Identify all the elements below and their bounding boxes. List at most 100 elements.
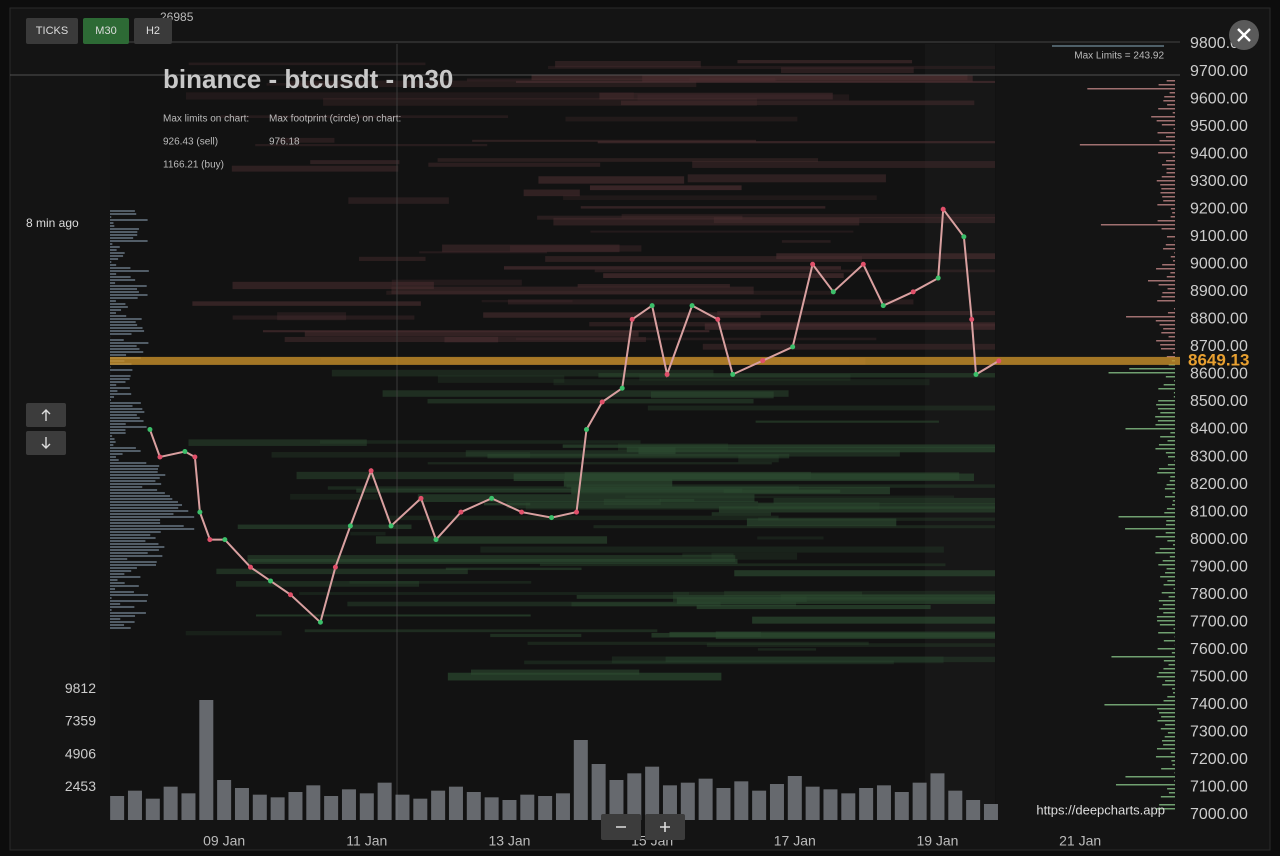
volume-profile bbox=[110, 288, 137, 290]
heatmap-band bbox=[358, 256, 426, 261]
order-book bbox=[1173, 392, 1175, 394]
heatmap-band bbox=[304, 331, 639, 337]
order-book bbox=[1161, 332, 1175, 334]
order-book bbox=[1174, 380, 1175, 382]
volume-bar bbox=[306, 785, 321, 820]
volume-profile bbox=[110, 540, 146, 542]
volume-profile bbox=[110, 246, 120, 248]
price-point bbox=[940, 206, 946, 212]
order-book bbox=[1165, 532, 1175, 534]
order-book bbox=[1157, 408, 1175, 410]
order-book bbox=[1158, 152, 1175, 154]
heatmap-band bbox=[781, 67, 914, 74]
order-book bbox=[1159, 608, 1175, 610]
order-book bbox=[1166, 356, 1175, 358]
volume-bar bbox=[413, 798, 428, 820]
volume-bar bbox=[110, 796, 125, 820]
heatmap-band bbox=[682, 553, 734, 557]
order-book bbox=[1100, 224, 1175, 226]
heatmap-band bbox=[310, 160, 400, 165]
volume-bar bbox=[520, 794, 535, 820]
x-tick-label: 09 Jan bbox=[203, 833, 245, 849]
ticks-button[interactable]: TICKS bbox=[26, 18, 78, 44]
volume-bar bbox=[805, 786, 820, 820]
heatmap-band bbox=[555, 60, 701, 68]
volume-profile bbox=[110, 351, 144, 353]
close-button[interactable] bbox=[1228, 19, 1260, 51]
y-tick-label: 8900.00 bbox=[1190, 283, 1248, 300]
price-point bbox=[207, 537, 213, 543]
y-tick-label: 8700.00 bbox=[1190, 338, 1248, 355]
heatmap-band bbox=[255, 143, 488, 147]
down-button[interactable] bbox=[26, 431, 66, 455]
volume-profile bbox=[110, 345, 137, 347]
order-book bbox=[1174, 252, 1175, 254]
heatmap-band bbox=[593, 525, 995, 529]
order-book bbox=[1172, 148, 1175, 150]
volume-bar bbox=[359, 793, 374, 820]
heatmap-band bbox=[611, 656, 944, 664]
volume-profile bbox=[110, 591, 134, 593]
volume-profile bbox=[110, 462, 147, 464]
zoom-in-button[interactable] bbox=[645, 814, 685, 840]
y-tick-label: 9100.00 bbox=[1190, 228, 1248, 245]
volume-profile bbox=[110, 477, 160, 479]
heatmap-band bbox=[247, 555, 736, 562]
y-tick-label: 7300.00 bbox=[1190, 724, 1248, 741]
heatmap-band bbox=[188, 439, 367, 446]
info-value: 1166.21 (buy) bbox=[163, 160, 224, 171]
up-button[interactable] bbox=[26, 403, 66, 427]
heatmap-band bbox=[375, 536, 608, 544]
volume-profile bbox=[110, 237, 134, 239]
order-book bbox=[1157, 204, 1175, 206]
heatmap-band bbox=[427, 398, 754, 404]
volume-bar bbox=[573, 740, 588, 820]
volume-profile bbox=[110, 429, 126, 431]
order-book bbox=[1126, 316, 1175, 318]
price-point bbox=[619, 385, 625, 391]
volume-bar bbox=[448, 786, 463, 820]
price-point bbox=[649, 303, 655, 309]
heatmap-band bbox=[757, 648, 817, 651]
volume-bar bbox=[894, 792, 909, 820]
volume-bar bbox=[876, 785, 891, 820]
h2-button[interactable]: H2 bbox=[134, 18, 172, 44]
order-book bbox=[1170, 476, 1175, 478]
heatmap-band bbox=[620, 100, 975, 106]
order-book bbox=[1167, 580, 1175, 582]
price-point bbox=[332, 564, 338, 570]
volume-profile bbox=[110, 267, 131, 269]
m30-button[interactable]: M30 bbox=[83, 18, 129, 44]
order-book bbox=[1170, 752, 1175, 754]
volume-profile bbox=[110, 612, 146, 614]
order-book bbox=[1158, 632, 1175, 634]
volume-bar bbox=[752, 790, 767, 820]
price-point bbox=[368, 468, 374, 474]
order-book bbox=[1159, 140, 1175, 142]
order-book bbox=[1158, 672, 1175, 674]
order-book bbox=[1161, 768, 1175, 770]
volume-bar bbox=[716, 788, 731, 820]
volume-profile bbox=[110, 465, 160, 467]
heatmap-band bbox=[299, 592, 690, 595]
order-book bbox=[1170, 272, 1175, 274]
volume-profile bbox=[110, 609, 112, 611]
order-book bbox=[1166, 80, 1175, 82]
order-book bbox=[1161, 592, 1175, 594]
volume-profile bbox=[110, 297, 138, 299]
order-book bbox=[1163, 248, 1175, 250]
info-value: 926.43 (sell) bbox=[163, 137, 218, 148]
volume-profile bbox=[110, 426, 147, 428]
volume-profile bbox=[110, 222, 114, 224]
y-tick-label: 8100.00 bbox=[1190, 503, 1248, 520]
volume-profile bbox=[110, 558, 128, 560]
order-book bbox=[1156, 676, 1175, 678]
order-book bbox=[1161, 188, 1175, 190]
max-limits: Max Limits = 243.92 bbox=[1074, 51, 1164, 62]
heatmap-band bbox=[723, 489, 841, 493]
order-book bbox=[1161, 176, 1175, 178]
order-book bbox=[1168, 596, 1175, 598]
zoom-out-button[interactable] bbox=[601, 814, 641, 840]
heatmap-band bbox=[625, 495, 954, 499]
volume-profile bbox=[110, 258, 119, 260]
